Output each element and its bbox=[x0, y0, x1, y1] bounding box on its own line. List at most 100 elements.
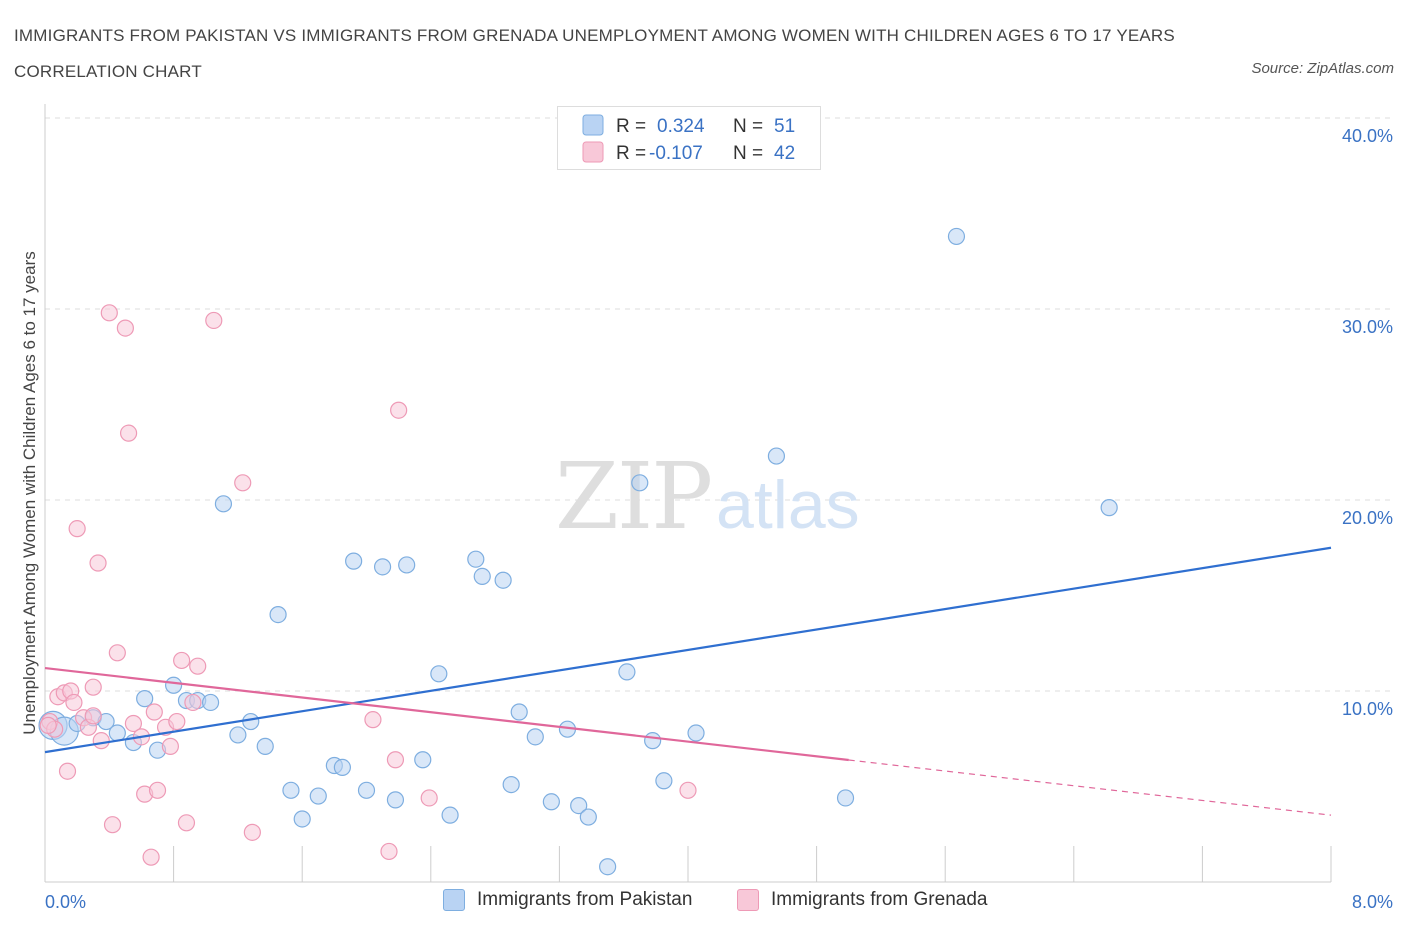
grenada-point bbox=[234, 474, 252, 492]
pakistan-point bbox=[269, 605, 287, 624]
pakistan-point bbox=[414, 751, 432, 769]
y-axis-label: Unemployment Among Women with Children A… bbox=[20, 251, 39, 735]
legend-n-value-grenada: 42 bbox=[774, 143, 795, 164]
pakistan-point bbox=[256, 737, 274, 755]
correlation-legend: R = 0.324 N = 51 R = -0.107 N = 42 bbox=[557, 106, 821, 170]
grenada-point bbox=[65, 693, 83, 712]
watermark-atlas: atlas bbox=[716, 467, 860, 543]
pakistan-point bbox=[542, 793, 560, 811]
pakistan-point bbox=[242, 712, 260, 731]
pakistan-point bbox=[293, 810, 311, 828]
grenada-points bbox=[39, 304, 697, 866]
pakistan-point bbox=[333, 758, 351, 777]
grenada-point bbox=[420, 789, 438, 807]
pakistan-point bbox=[441, 806, 459, 824]
pakistan-point bbox=[398, 556, 416, 574]
pakistan-point bbox=[655, 772, 673, 790]
series-legend-item-grenada: Immigrants from Grenada bbox=[737, 889, 987, 911]
grenada-point bbox=[173, 651, 191, 670]
watermark: ZIP atlas bbox=[555, 443, 860, 550]
grenada-point bbox=[92, 732, 110, 750]
pakistan-point bbox=[345, 552, 363, 570]
pakistan-point bbox=[282, 781, 300, 799]
legend-n-label-grenada: N = bbox=[733, 143, 763, 164]
pakistan-point bbox=[1100, 499, 1118, 517]
grenada-point bbox=[103, 816, 122, 834]
grenada-point bbox=[243, 823, 261, 841]
pakistan-point bbox=[136, 690, 154, 708]
grenada-point bbox=[189, 657, 207, 675]
pakistan-point bbox=[836, 789, 855, 807]
pakistan-point bbox=[947, 227, 966, 246]
pakistan-point bbox=[526, 728, 544, 746]
legend-r-value-grenada: -0.107 bbox=[649, 143, 703, 164]
y-tick-label-3: 40.0% bbox=[1342, 126, 1393, 146]
grenada-point bbox=[68, 520, 86, 538]
pakistan-point bbox=[373, 558, 392, 576]
pakistan-point bbox=[631, 474, 649, 492]
pakistan-point bbox=[165, 676, 183, 694]
grenada-point bbox=[161, 737, 179, 755]
series-legend-swatch-grenada bbox=[737, 889, 759, 911]
pakistan-point bbox=[430, 665, 448, 683]
legend-r-label-pakistan: R = bbox=[616, 116, 646, 137]
watermark-zip: ZIP bbox=[555, 443, 711, 550]
grenada-point bbox=[108, 644, 126, 662]
grenada-point bbox=[84, 678, 102, 696]
legend-r-label-grenada: R = bbox=[616, 143, 646, 164]
grenada-point bbox=[679, 781, 697, 799]
grenada-point bbox=[364, 711, 382, 729]
pakistan-points bbox=[38, 227, 1118, 876]
trend-line-pakistan bbox=[44, 546, 1332, 754]
pakistan-point bbox=[467, 550, 485, 568]
x-tick-label-min: 0.0% bbox=[45, 892, 86, 912]
grenada-point bbox=[124, 714, 143, 733]
series-legend-swatch-pakistan bbox=[443, 889, 465, 911]
grenada-point bbox=[390, 401, 408, 419]
pakistan-point bbox=[502, 775, 520, 794]
grenada-point bbox=[84, 707, 102, 725]
y-tick-label-0: 10.0% bbox=[1342, 699, 1393, 719]
legend-r-value-pakistan: 0.324 bbox=[657, 116, 705, 137]
pakistan-point bbox=[510, 703, 528, 721]
pakistan-point bbox=[618, 663, 636, 681]
trend-line-grenada-extension bbox=[848, 759, 1332, 816]
grenada-point bbox=[89, 554, 107, 572]
grenada-point bbox=[148, 781, 167, 799]
grenada-point bbox=[168, 712, 186, 731]
pakistan-point bbox=[108, 724, 126, 742]
pakistan-point bbox=[599, 858, 617, 876]
grenada-point bbox=[100, 304, 118, 322]
grenada-point bbox=[205, 311, 223, 330]
pakistan-point bbox=[201, 693, 220, 712]
x-tick-label-max: 8.0% bbox=[1352, 892, 1393, 912]
grenada-point bbox=[58, 762, 77, 780]
grenada-point bbox=[142, 848, 160, 866]
grid-lines bbox=[45, 117, 1392, 692]
grenada-point bbox=[177, 814, 196, 832]
legend-n-label-pakistan: N = bbox=[733, 116, 763, 137]
pakistan-point bbox=[357, 781, 376, 799]
y-tick-label-1: 20.0% bbox=[1342, 508, 1393, 528]
source-label: Source: ZipAtlas.com bbox=[1251, 60, 1394, 77]
series-legend-label-grenada: Immigrants from Grenada bbox=[771, 889, 988, 910]
pakistan-point bbox=[767, 447, 786, 465]
pakistan-point bbox=[579, 808, 597, 826]
pakistan-point bbox=[386, 791, 405, 809]
trend-line-grenada bbox=[44, 666, 849, 762]
legend-n-value-pakistan: 51 bbox=[774, 116, 795, 137]
grenada-point bbox=[116, 319, 134, 337]
pakistan-point bbox=[494, 571, 512, 589]
x-ticks bbox=[44, 846, 1332, 882]
pakistan-point bbox=[687, 724, 705, 742]
grenada-point bbox=[380, 842, 398, 861]
y-tick-label-2: 30.0% bbox=[1342, 317, 1393, 337]
grenada-point bbox=[39, 716, 57, 734]
pakistan-point bbox=[473, 567, 491, 586]
chart-title: IMMIGRANTS FROM PAKISTAN VS IMMIGRANTS F… bbox=[14, 26, 1175, 81]
y-tick-labels: 10.0% 20.0% 30.0% 40.0% bbox=[1342, 126, 1393, 719]
correlation-legend-content: R = 0.324 N = 51 R = -0.107 N = 42 bbox=[582, 114, 795, 164]
grenada-point bbox=[386, 751, 405, 769]
legend-swatch-grenada bbox=[582, 141, 604, 163]
